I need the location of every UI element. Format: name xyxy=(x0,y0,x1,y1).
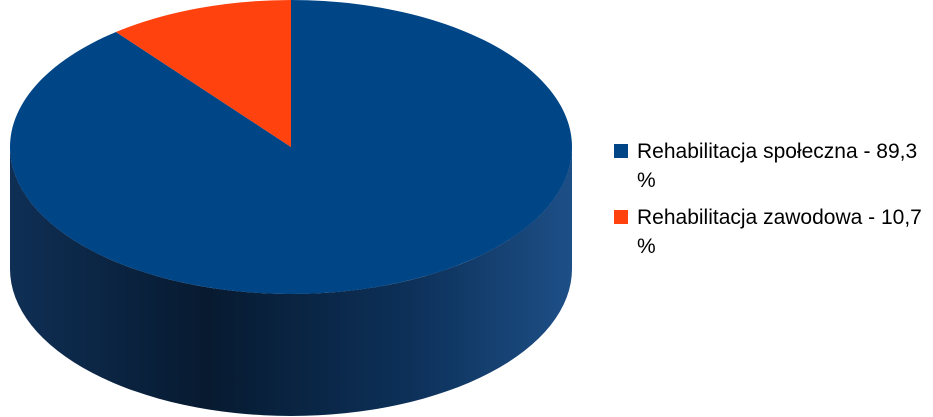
legend-swatch-spoleczna xyxy=(614,144,628,158)
pie-side-wall xyxy=(10,147,572,416)
legend: Rehabilitacja społeczna - 89,3 % Rehabil… xyxy=(614,137,932,269)
legend-swatch-zawodowa xyxy=(614,210,628,224)
legend-label-zawodowa: Rehabilitacja zawodowa - 10,7 % xyxy=(637,206,922,258)
legend-item: Rehabilitacja zawodowa - 10,7 % xyxy=(614,203,932,261)
pie-slice-1 xyxy=(115,0,291,147)
pie-slices xyxy=(10,0,572,416)
pie-slice-0 xyxy=(10,0,572,294)
legend-item: Rehabilitacja społeczna - 89,3 % xyxy=(614,137,932,195)
legend-label-spoleczna: Rehabilitacja społeczna - 89,3 % xyxy=(637,140,918,192)
